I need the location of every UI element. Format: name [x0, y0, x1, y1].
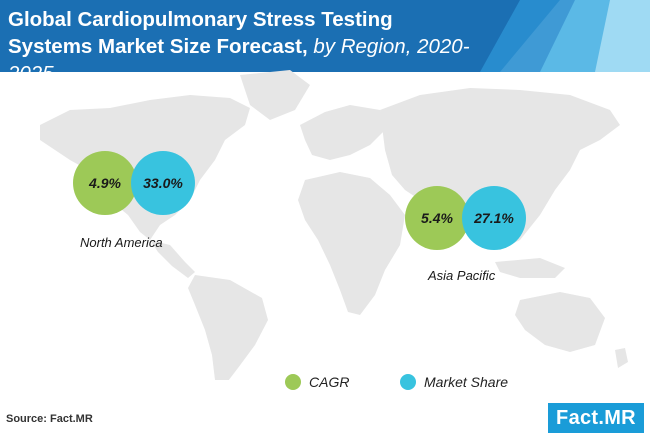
continent-australia: [515, 292, 605, 352]
north-america-cagr-bubble: 4.9%: [73, 151, 137, 215]
asia-pacific-share-label: 27.1%: [474, 210, 514, 226]
legend-item-market-share: Market Share: [400, 374, 508, 390]
title-sub: by Region, 2020-2025: [8, 35, 470, 85]
legend-dot-cagr: [285, 374, 301, 390]
continent-greenland: [240, 70, 310, 120]
continent-new-zealand: [615, 348, 628, 368]
legend-dot-market-share: [400, 374, 416, 390]
continent-asia: [380, 88, 620, 250]
asia-pacific-label: Asia Pacific: [428, 268, 496, 283]
asia-pacific-cagr-label: 5.4%: [421, 210, 453, 226]
continent-south-america: [188, 275, 268, 380]
asia-pacific-share-bubble: 27.1%: [462, 186, 526, 250]
world-map: [40, 70, 628, 380]
continent-central-america: [150, 240, 195, 278]
asia-pacific-cagr-bubble: 5.4%: [405, 186, 469, 250]
continent-africa: [298, 172, 405, 315]
factmr-logo: Fact.MR: [548, 403, 644, 433]
continent-europe: [300, 105, 385, 160]
north-america-share-bubble: 33.0%: [131, 151, 195, 215]
north-america-share-label: 33.0%: [143, 175, 183, 191]
continent-indonesia: [495, 258, 565, 278]
legend-label-cagr: CAGR: [309, 374, 350, 390]
north-america-label: North America: [80, 235, 163, 250]
page-title: Global Cardiopulmonary Stress Testing Sy…: [8, 6, 478, 87]
header-shape: [0, 0, 650, 72]
source-note: Source: Fact.MR: [6, 413, 93, 425]
north-america-cagr-label: 4.9%: [89, 175, 121, 191]
legend-item-cagr: CAGR: [285, 374, 349, 390]
legend-label-market-share: Market Share: [424, 374, 509, 390]
header-banner: Global Cardiopulmonary Stress Testing Sy…: [0, 0, 650, 85]
title-main: Global Cardiopulmonary Stress Testing Sy…: [8, 8, 393, 58]
